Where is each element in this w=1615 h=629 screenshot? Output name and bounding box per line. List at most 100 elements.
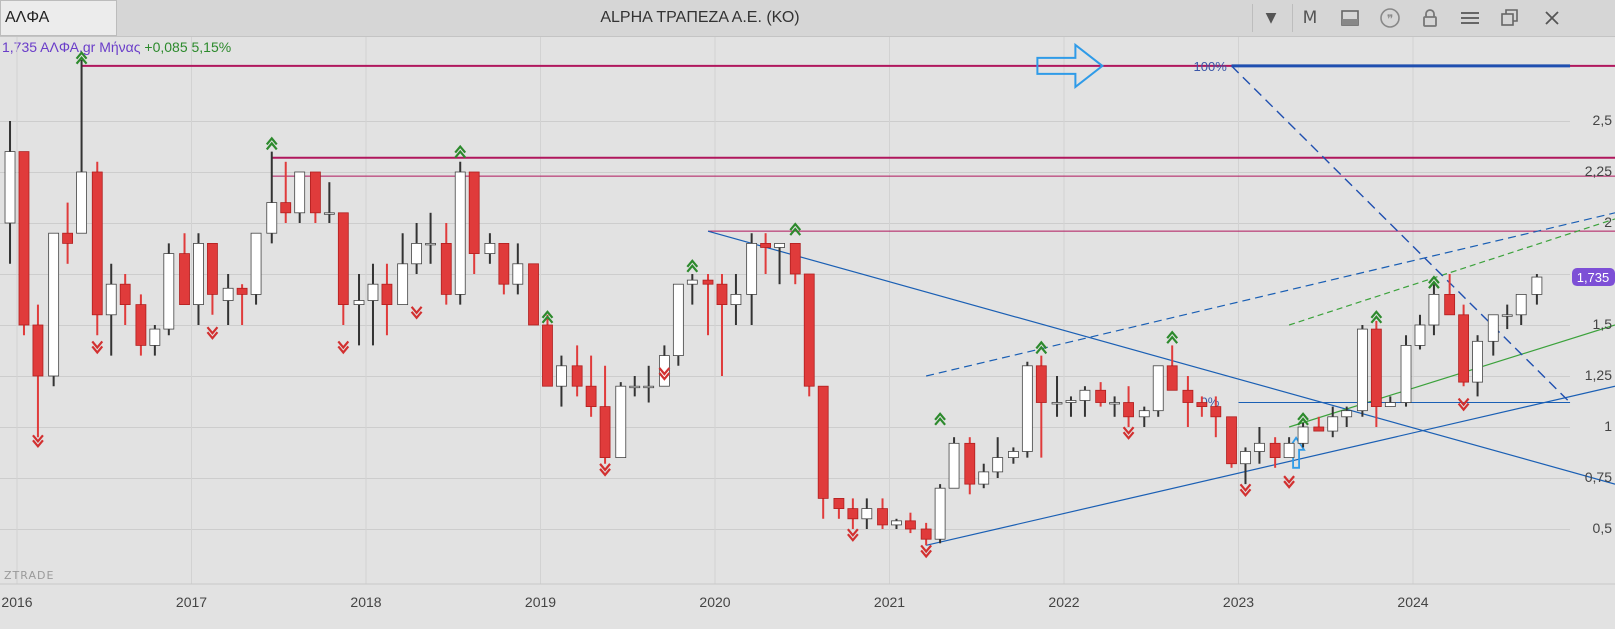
candle-body[interactable] [905, 520, 916, 530]
candle-body[interactable] [1370, 328, 1382, 407]
candle-body[interactable] [1254, 442, 1265, 452]
restore-icon[interactable] [1492, 0, 1528, 36]
candle-body[interactable] [411, 242, 423, 265]
candle-body[interactable] [571, 365, 583, 387]
candle-body[interactable] [367, 283, 379, 301]
candle-body[interactable] [877, 508, 888, 526]
candle-body[interactable] [135, 304, 147, 346]
candle-body[interactable] [1341, 410, 1353, 418]
candle-body[interactable] [1021, 365, 1033, 452]
candle-body[interactable] [1079, 389, 1091, 401]
candle-body[interactable] [1501, 314, 1513, 317]
candle-body[interactable] [1384, 402, 1396, 407]
candle-body[interactable] [629, 385, 641, 389]
candle-body[interactable] [62, 232, 74, 244]
candle-body[interactable] [48, 232, 60, 377]
candle-body[interactable] [599, 406, 611, 459]
candle-body[interactable] [920, 528, 932, 540]
candle-body[interactable] [658, 355, 670, 387]
candle-body[interactable] [76, 171, 87, 234]
period-button[interactable]: M [1302, 8, 1318, 28]
candle-body[interactable] [1458, 314, 1470, 383]
candle-body[interactable] [774, 242, 785, 248]
candle-body[interactable] [615, 385, 627, 459]
candle-body[interactable] [542, 324, 553, 387]
candle-body[interactable] [4, 151, 16, 224]
candle-body[interactable] [978, 471, 990, 485]
candle-body[interactable] [1327, 416, 1339, 432]
candle-body[interactable] [1472, 340, 1483, 383]
candle-body[interactable] [179, 253, 190, 306]
candle-body[interactable] [1182, 389, 1194, 403]
candle-body[interactable] [1356, 328, 1368, 412]
candle-body[interactable] [105, 283, 117, 316]
candle-body[interactable] [193, 242, 204, 305]
candle-body[interactable] [760, 242, 772, 248]
candle-body[interactable] [425, 242, 436, 246]
symbol-input[interactable]: ΑΛΦΑ [0, 0, 117, 36]
candle-body[interactable] [686, 279, 698, 285]
candle-body[interactable] [1152, 365, 1164, 412]
candle-body[interactable] [1035, 365, 1047, 403]
candle-body[interactable] [512, 263, 524, 285]
candle-body[interactable] [1095, 389, 1107, 403]
candle-body[interactable] [1196, 402, 1208, 407]
candle-body[interactable] [803, 273, 815, 387]
candle-body[interactable] [381, 283, 393, 305]
candle-body[interactable] [1123, 402, 1134, 418]
candle-body[interactable] [323, 212, 335, 215]
candle-body[interactable] [934, 487, 946, 540]
candle-body[interactable] [1166, 365, 1178, 391]
support-trend-line[interactable] [926, 385, 1615, 546]
candle-body[interactable] [280, 202, 292, 214]
candle-body[interactable] [498, 242, 510, 285]
candle-body[interactable] [746, 242, 758, 295]
candle-body[interactable] [1226, 416, 1237, 465]
channel-dashed-line[interactable] [926, 212, 1615, 377]
candle-body[interactable] [440, 242, 452, 295]
candle-body[interactable] [149, 328, 161, 346]
candle-body[interactable] [1051, 402, 1063, 405]
candle-body[interactable] [294, 171, 306, 214]
quote-icon[interactable]: ❞ [1372, 0, 1408, 36]
candle-body[interactable] [32, 324, 44, 377]
candle-body[interactable] [789, 242, 801, 275]
candle-body[interactable] [250, 232, 262, 295]
candle-body[interactable] [1007, 451, 1019, 459]
green-channel-dashed-line[interactable] [1288, 218, 1615, 326]
downtrend-line[interactable] [707, 230, 1615, 485]
candle-body[interactable] [1065, 400, 1077, 403]
candle-body[interactable] [1531, 276, 1543, 295]
candle-body[interactable] [1297, 426, 1309, 444]
lock-icon[interactable] [1412, 0, 1448, 36]
candle-body[interactable] [861, 508, 873, 520]
candle-body[interactable] [643, 385, 655, 389]
candle-body[interactable] [964, 442, 976, 485]
candle-body[interactable] [1487, 314, 1499, 342]
candle-body[interactable] [992, 457, 1004, 473]
candle-body[interactable] [1444, 293, 1456, 316]
candle-body[interactable] [1515, 293, 1527, 316]
candle-body[interactable] [309, 171, 321, 214]
panel-icon[interactable] [1332, 0, 1368, 36]
candle-body[interactable] [18, 151, 30, 326]
candle-body[interactable] [833, 497, 845, 509]
candle-body[interactable] [484, 242, 496, 254]
candle-body[interactable] [1283, 442, 1295, 459]
candle-body[interactable] [702, 279, 714, 285]
candle-body[interactable] [468, 171, 480, 254]
candle-body[interactable] [1400, 344, 1412, 403]
candle-body[interactable] [1210, 406, 1222, 418]
candle-body[interactable] [1428, 293, 1440, 326]
candle-body[interactable] [1138, 410, 1150, 418]
candle-body[interactable] [1269, 442, 1281, 459]
candle-body[interactable] [847, 508, 859, 520]
candle-body[interactable] [337, 212, 349, 306]
candle-body[interactable] [222, 287, 234, 301]
candle-body[interactable] [236, 287, 248, 295]
close-icon[interactable] [1534, 0, 1570, 36]
candle-body[interactable] [397, 263, 409, 306]
candle-body[interactable] [730, 293, 742, 305]
candle-body[interactable] [556, 365, 567, 387]
chevron-down-icon[interactable]: ▼ [1265, 10, 1277, 26]
